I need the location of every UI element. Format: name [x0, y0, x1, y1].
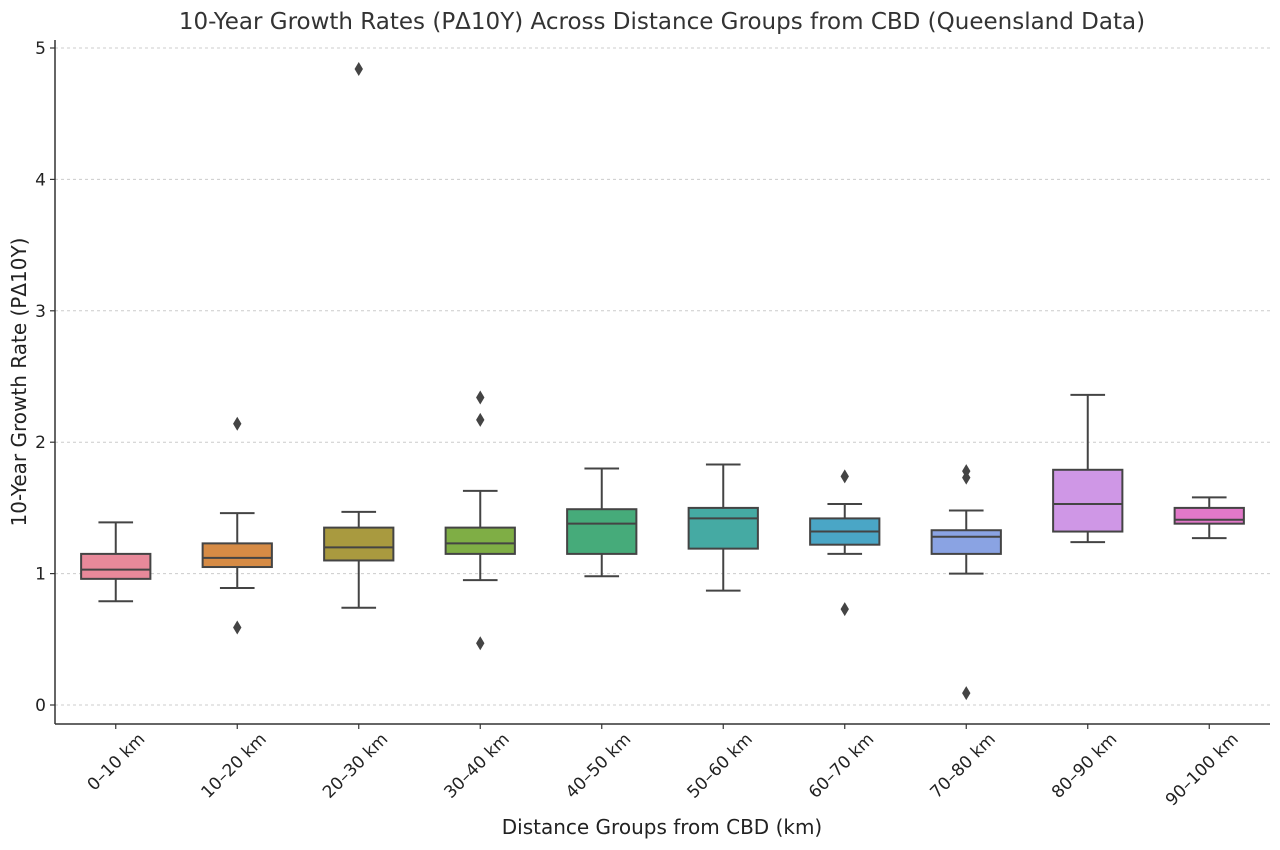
x-tick-label: 80–90 km [1048, 729, 1121, 802]
x-tick-label: 0–10 km [84, 729, 150, 795]
x-tick-label: 20–30 km [319, 729, 392, 802]
box-group [323, 62, 395, 609]
outlier-point [233, 620, 242, 635]
x-tick-label: 10–20 km [198, 729, 271, 802]
box-group [1173, 496, 1245, 540]
box-group [809, 469, 881, 617]
chart-title: 10-Year Growth Rates (PΔ10Y) Across Dist… [179, 9, 1145, 35]
y-tick-label: 0 [35, 696, 46, 716]
y-tick-label: 1 [35, 565, 46, 585]
grid-lines [55, 47, 1270, 706]
x-tick-label: 30–40 km [441, 729, 514, 802]
box-iqr [323, 526, 395, 562]
outlier-point [476, 390, 485, 405]
y-tick-label: 4 [35, 170, 46, 190]
box-iqr [1173, 506, 1245, 525]
outlier-point [840, 602, 849, 617]
boxes [80, 62, 1245, 701]
box-group [201, 416, 273, 635]
box-iqr [201, 542, 273, 569]
box-iqr [687, 506, 759, 550]
box-group [80, 521, 152, 603]
outlier-point [840, 469, 849, 484]
box-iqr [444, 526, 516, 555]
x-tick-label: 90–100 km [1162, 729, 1243, 810]
y-tick-label: 2 [35, 433, 46, 453]
x-tick-label: 50–60 km [684, 729, 757, 802]
box-group [930, 464, 1002, 701]
x-tick-label: 70–80 km [927, 729, 1000, 802]
axes: 0 1 2 3 4 5 0–10 km 10–20 km 20–30 km 30–40 km 40–… [35, 39, 1270, 810]
box-group [1052, 393, 1124, 544]
box-iqr [930, 529, 1002, 555]
y-tick-label: 5 [35, 39, 46, 59]
x-tick-label: 60–70 km [805, 729, 878, 802]
box-iqr [566, 508, 638, 555]
y-tick-label: 3 [35, 302, 46, 322]
outlier-point [962, 686, 971, 701]
box-iqr [80, 552, 152, 580]
outlier-point [354, 62, 363, 77]
box-iqr [1052, 468, 1124, 533]
outlier-point [476, 412, 485, 427]
box-group [687, 463, 759, 592]
box-group [566, 467, 638, 578]
outlier-point [962, 464, 971, 479]
outlier-point [476, 636, 485, 651]
x-tick-label: 40–50 km [562, 729, 635, 802]
x-axis-label: Distance Groups from CBD (km) [502, 815, 823, 839]
outlier-point [233, 416, 242, 431]
y-axis-label: 10-Year Growth Rate (PΔ10Y) [7, 238, 31, 527]
box-group [444, 390, 516, 651]
